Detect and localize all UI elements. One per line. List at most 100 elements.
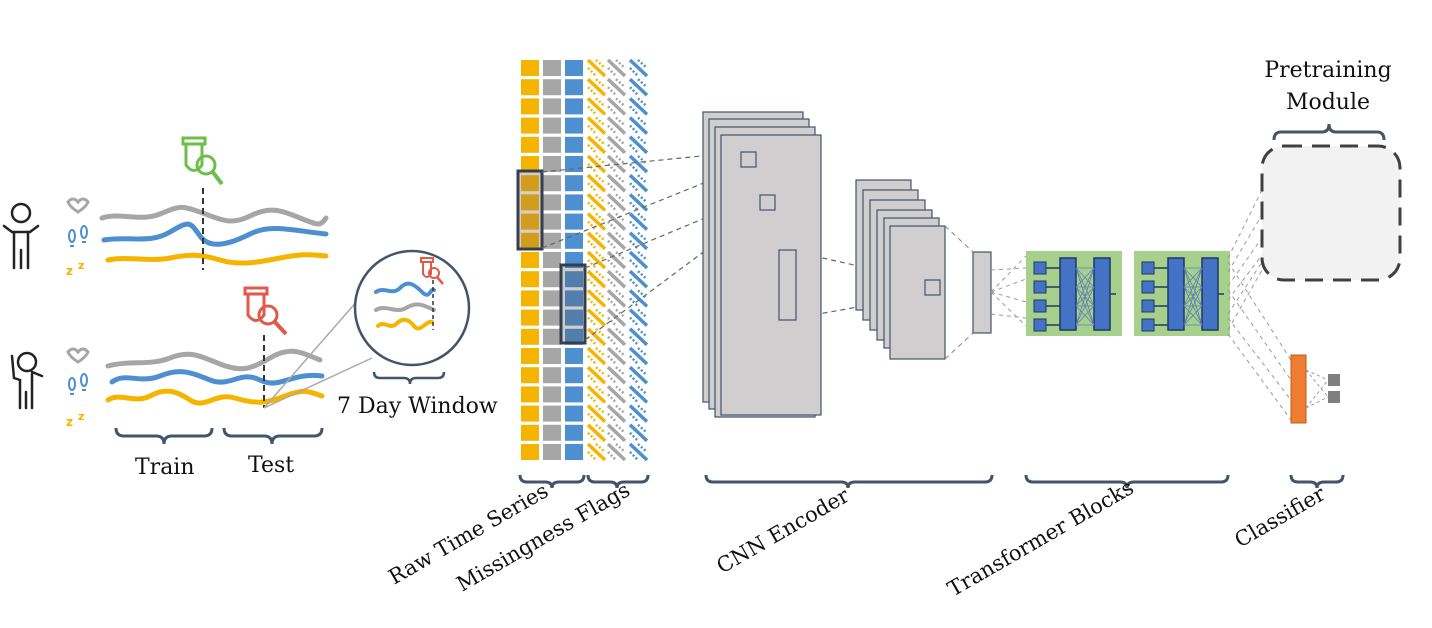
matrix-cell xyxy=(565,367,583,384)
matrix-cell xyxy=(565,156,583,172)
person-icon xyxy=(10,351,44,410)
missingness-flag-cell xyxy=(628,385,649,404)
svg-text:z: z xyxy=(78,410,84,423)
sleep-signal-2 xyxy=(105,388,325,406)
transformer-label: Transformer Blocks xyxy=(944,475,1138,601)
output-node-1 xyxy=(1328,374,1340,386)
matrix-cell xyxy=(543,60,561,76)
pretraining-label-line2: Module xyxy=(1286,90,1370,115)
pretraining-brace xyxy=(1272,123,1386,141)
matrix-cell xyxy=(565,136,583,153)
missingness-flag-cell xyxy=(586,116,607,135)
missingness-flag-cell xyxy=(586,308,607,327)
missingness-flag-cell xyxy=(606,116,627,135)
sample-window-highlight-1 xyxy=(516,169,544,251)
matrix-cell xyxy=(565,405,583,422)
matrix-cell xyxy=(543,194,561,211)
matrix-cell xyxy=(521,194,539,211)
matrix-cell xyxy=(565,79,583,96)
missingness-flag-cell xyxy=(586,193,607,212)
matrix-cell xyxy=(543,367,561,384)
matrix-cell xyxy=(543,271,561,288)
missingness-flag-cell xyxy=(606,404,627,423)
test-label: Test xyxy=(248,453,294,478)
missingness-flag-cell xyxy=(628,346,649,366)
matrix-cell xyxy=(543,252,561,268)
missingness-flag-cell xyxy=(586,77,607,97)
missingness-flag-cell xyxy=(586,423,607,443)
window-zoom-circle xyxy=(353,249,471,367)
missingness-flag-cell xyxy=(586,250,607,270)
pretraining-label-line1: Pretraining xyxy=(1264,58,1391,83)
missingness-flag-cell xyxy=(586,231,607,251)
zoom-line xyxy=(263,357,373,409)
missingness-flag-cell xyxy=(606,423,627,443)
missingness-flag-cell xyxy=(628,212,649,231)
missingness-flag-cell xyxy=(606,308,627,327)
transformer-block-1 xyxy=(1026,251,1122,336)
person-icon xyxy=(2,202,40,270)
matrix-cell xyxy=(521,79,539,96)
missingness-flag-cell xyxy=(586,289,607,308)
svg-text:z: z xyxy=(66,264,73,278)
output-node-2 xyxy=(1328,391,1340,403)
matrix-cell xyxy=(521,60,539,76)
matrix-cell xyxy=(521,424,539,441)
test-brace xyxy=(222,427,324,445)
matrix-cell xyxy=(543,290,561,307)
matrix-cell xyxy=(521,156,539,172)
missingness-flag-cell xyxy=(606,97,627,116)
matrix-cell xyxy=(565,60,583,76)
missingness-flag-cell xyxy=(586,154,607,174)
window-label: 7 Day Window xyxy=(337,394,498,419)
transformer-brace xyxy=(1024,474,1230,489)
matrix-cell xyxy=(543,328,561,345)
train-brace xyxy=(114,427,214,445)
cnn-encoder-layer-2 xyxy=(855,179,946,360)
matrix-cell xyxy=(565,232,583,249)
conv-kernel-2 xyxy=(759,194,776,211)
sleep-icon: z z xyxy=(66,410,84,429)
matrix-cell xyxy=(521,405,539,422)
participant-2-group: z z xyxy=(10,286,373,429)
classifier-brace xyxy=(1289,474,1345,489)
train-label: Train xyxy=(135,455,195,480)
missingness-flag-cell xyxy=(586,97,607,116)
steps-icon xyxy=(68,373,88,395)
matrix-cell xyxy=(565,424,583,441)
matrix-cell xyxy=(543,175,561,192)
steps-icon xyxy=(68,225,88,247)
missingness-flag-cell xyxy=(606,385,627,404)
matrix-cell xyxy=(521,175,539,192)
steps-signal-2 xyxy=(109,369,325,386)
svg-text:z: z xyxy=(66,415,73,429)
conv-kernel-4 xyxy=(924,279,941,296)
pretraining-module-box xyxy=(1260,144,1402,282)
matrix-cell xyxy=(521,232,539,249)
cnn-encoder-brace xyxy=(704,474,994,489)
matrix-cell xyxy=(543,444,561,460)
raw-series-brace xyxy=(518,474,586,489)
window-signal-yellow xyxy=(376,317,434,331)
sleep-icon: z z xyxy=(66,259,84,278)
heart-rate-icon xyxy=(66,197,90,214)
participant-1-group: z z xyxy=(2,136,329,278)
missingness-flag-cell xyxy=(628,97,649,116)
window-signal-blue xyxy=(374,281,436,297)
missingness-flag-cell xyxy=(586,346,607,366)
heart-rate-signal-2 xyxy=(105,348,323,372)
missingness-flag-cell xyxy=(606,77,627,97)
missingness-flag-cell xyxy=(628,289,649,308)
matrix-cell xyxy=(521,98,539,115)
conv-kernel-1 xyxy=(740,151,757,168)
missingness-flag-cell xyxy=(628,404,649,423)
conv-kernel-3 xyxy=(778,249,797,321)
missingness-flag-cell xyxy=(628,269,649,289)
missingness-flag-cell xyxy=(586,173,607,193)
matrix-cell xyxy=(565,213,583,230)
projection-lines xyxy=(1305,369,1329,409)
missingness-flag-cell xyxy=(606,289,627,308)
projection-lines xyxy=(1227,189,1292,421)
matrix-cell xyxy=(565,290,583,307)
